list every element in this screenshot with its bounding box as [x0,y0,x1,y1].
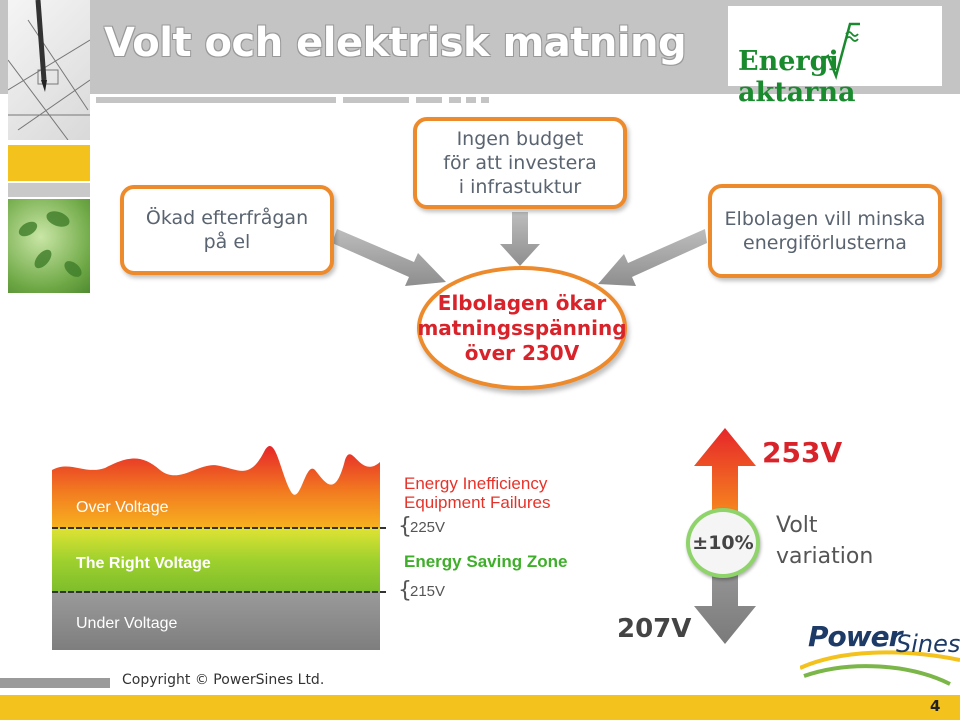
over-voltage-band [52,446,380,528]
copyright-text: Copyright © PowerSines Ltd. [122,672,325,688]
title-underline-bar [416,97,442,103]
voltage-band-chart [52,446,386,650]
inefficiency-label: Energy Inefficiency Equipment Failures [404,474,551,512]
arrow-right-icon [598,229,707,286]
title-underline-bar [449,97,461,103]
gray-strip [8,183,90,197]
page-title: Volt och elektrisk matning [104,20,687,66]
center-ellipse: Elbolagen ökar matningsspänning över 230… [417,266,627,390]
low-voltage-label: 207V [617,614,692,644]
sqrt-symbol-icon [821,22,860,80]
high-voltage-label: 253V [762,436,843,469]
powersines-logo-sines: Sines [896,630,960,658]
arrow-top-icon [500,212,540,266]
losses-box: Elbolagen vill minska energiförlusterna [708,184,942,278]
footer-gray-bar [0,678,110,688]
saving-zone-label: Energy Saving Zone [404,552,568,571]
page-number: 4 [930,697,941,715]
right-voltage-band [52,528,380,592]
lower-limit-label: 215V [410,583,446,600]
arrows-layer [332,212,707,286]
brace-upper-icon: { [398,514,412,539]
title-underline-bar [343,97,409,103]
under-voltage-label: Under Voltage [76,615,178,632]
yellow-strip [8,145,90,181]
arrow-left-icon [332,229,446,286]
under-voltage-band [52,592,380,650]
brace-lower-icon: { [398,578,412,603]
title-underline-bar [96,97,336,103]
logo-text-first: Energi [738,46,839,77]
right-voltage-label: The Right Voltage [76,555,211,572]
energivaktarna-logo: Energiaktarna [728,6,942,108]
title-underline-bar [481,97,489,103]
upper-limit-label: 225V [410,519,446,536]
footer-bar [0,695,960,720]
powersines-logo-power: Power [808,620,902,653]
logo-text-second: aktarna [738,77,856,108]
powersines-swoosh-icon [800,650,960,686]
title-underline-bar [466,97,476,103]
sketch-image [7,0,91,141]
volt-variation-label: Volt variation [776,513,874,569]
leaves-image [8,199,90,293]
percent-circle: ±10% [686,508,760,578]
budget-box: Ingen budget för att investera i infrast… [413,117,627,209]
over-voltage-label: Over Voltage [76,499,169,516]
demand-box: Ökad efterfrågan på el [120,185,334,275]
